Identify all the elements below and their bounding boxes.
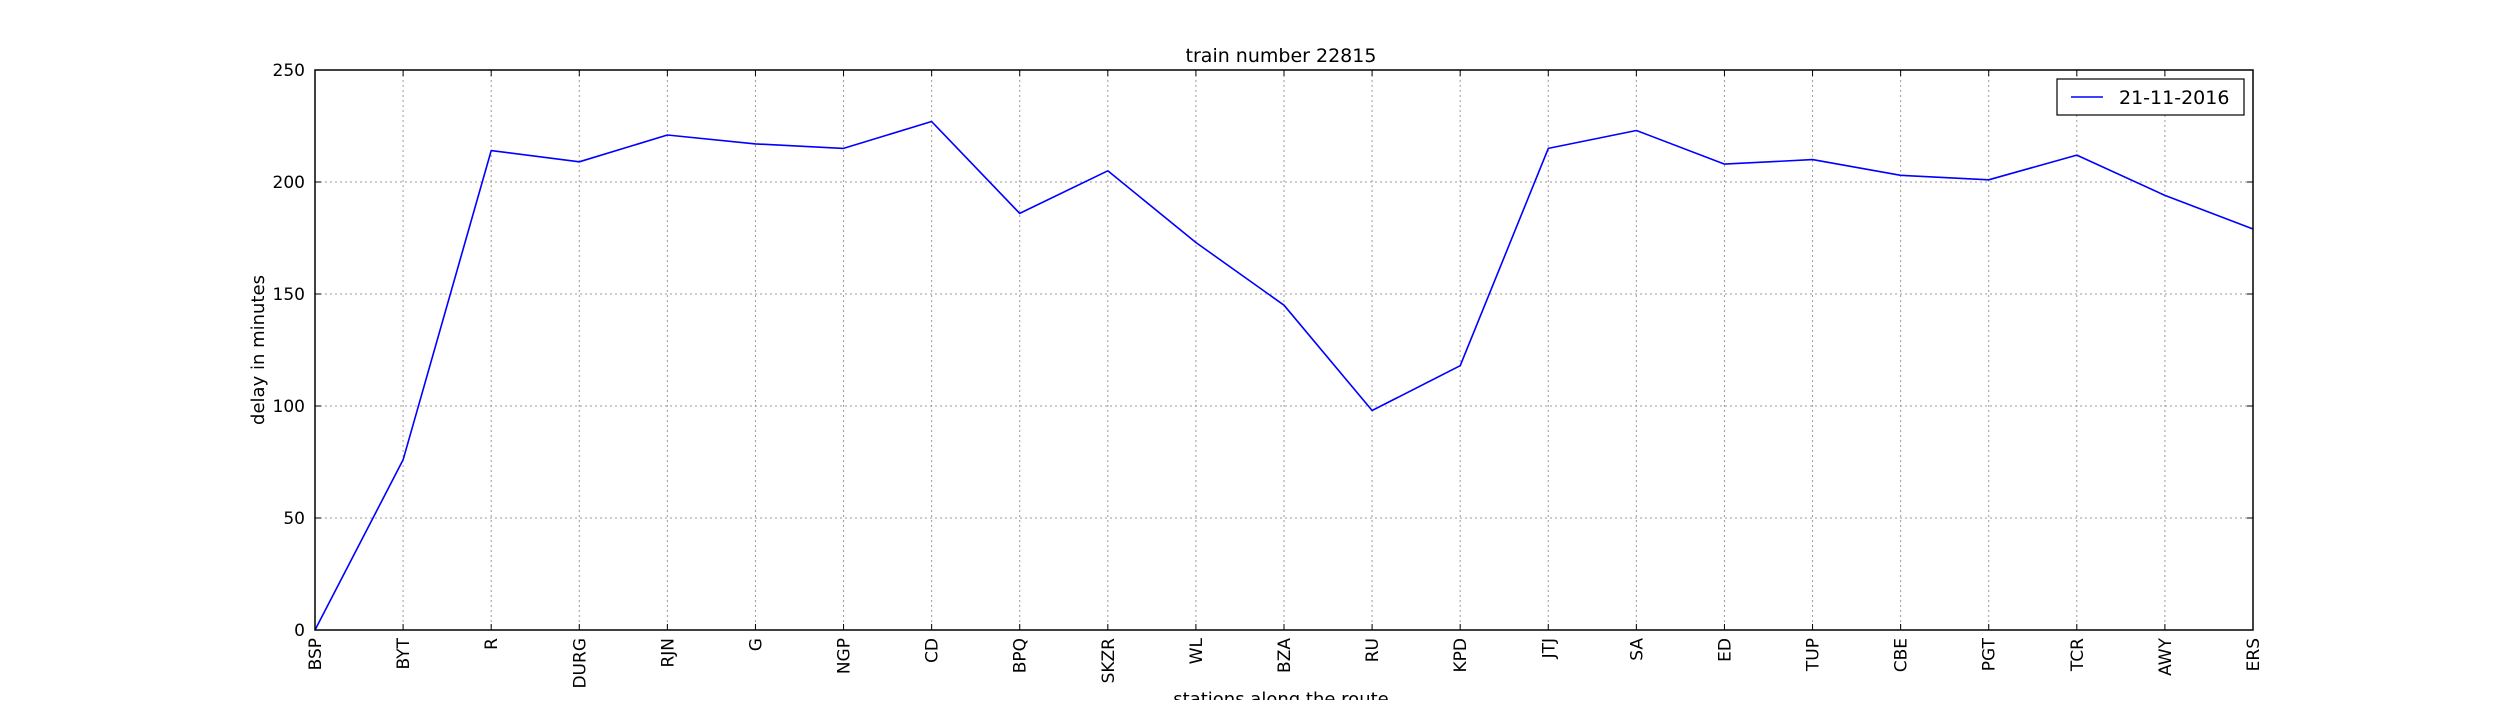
x-tick-label: SKZR bbox=[1099, 638, 1119, 684]
y-tick-label: 0 bbox=[294, 621, 305, 641]
x-tick-label: KPD bbox=[1451, 638, 1471, 673]
y-tick-label: 200 bbox=[273, 173, 305, 193]
series-line bbox=[314, 120, 2254, 631]
y-tick-label: 250 bbox=[273, 61, 305, 81]
y-tick-label: 50 bbox=[283, 509, 305, 529]
y-axis-label: delay in minutes bbox=[248, 275, 269, 425]
x-tick-label: TUP bbox=[1804, 638, 1824, 672]
x-tick-label: TCR bbox=[2068, 638, 2088, 672]
legend: 21-11-2016 bbox=[2056, 78, 2245, 116]
x-tick-label: PGT bbox=[1980, 637, 2000, 671]
x-tick-label: G bbox=[746, 638, 766, 651]
chart-title: train number 22815 bbox=[1186, 45, 1377, 67]
x-axis-label: stations along the route bbox=[1173, 689, 1388, 700]
x-tick-label: JTJ bbox=[1539, 638, 1559, 659]
x-tick-label: BSP bbox=[306, 638, 326, 670]
x-tick-label: AWY bbox=[2156, 637, 2176, 676]
x-tick-label: CD bbox=[923, 638, 943, 663]
x-tick-label: ED bbox=[1715, 638, 1735, 662]
series-layer bbox=[314, 120, 2254, 631]
legend-label: 21-11-2016 bbox=[2119, 87, 2229, 109]
x-tick-label: R bbox=[482, 638, 502, 650]
x-tick-label: NGP bbox=[835, 638, 855, 674]
x-tick-label: RJN bbox=[658, 638, 678, 668]
grid-lines bbox=[315, 70, 2253, 630]
x-tick-label: SA bbox=[1627, 638, 1647, 661]
x-tick-label: DURG bbox=[570, 638, 590, 689]
x-tick-label: BZA bbox=[1275, 638, 1295, 673]
x-tick-label: CBE bbox=[1892, 638, 1912, 672]
x-tick-label: WL bbox=[1187, 637, 1207, 664]
x-tick-label: BYT bbox=[394, 637, 414, 669]
x-tick-label: RU bbox=[1363, 638, 1383, 662]
x-tick-label: ERS bbox=[2244, 638, 2264, 671]
x-tick-label: BPQ bbox=[1011, 638, 1031, 673]
axis-ticks: 0 50 100 150 200 250 BSP BYT R DURG RJN G NGP CD BPQ SK… bbox=[273, 61, 2264, 689]
y-tick-label: 100 bbox=[273, 397, 305, 417]
y-tick-label: 150 bbox=[273, 285, 305, 305]
